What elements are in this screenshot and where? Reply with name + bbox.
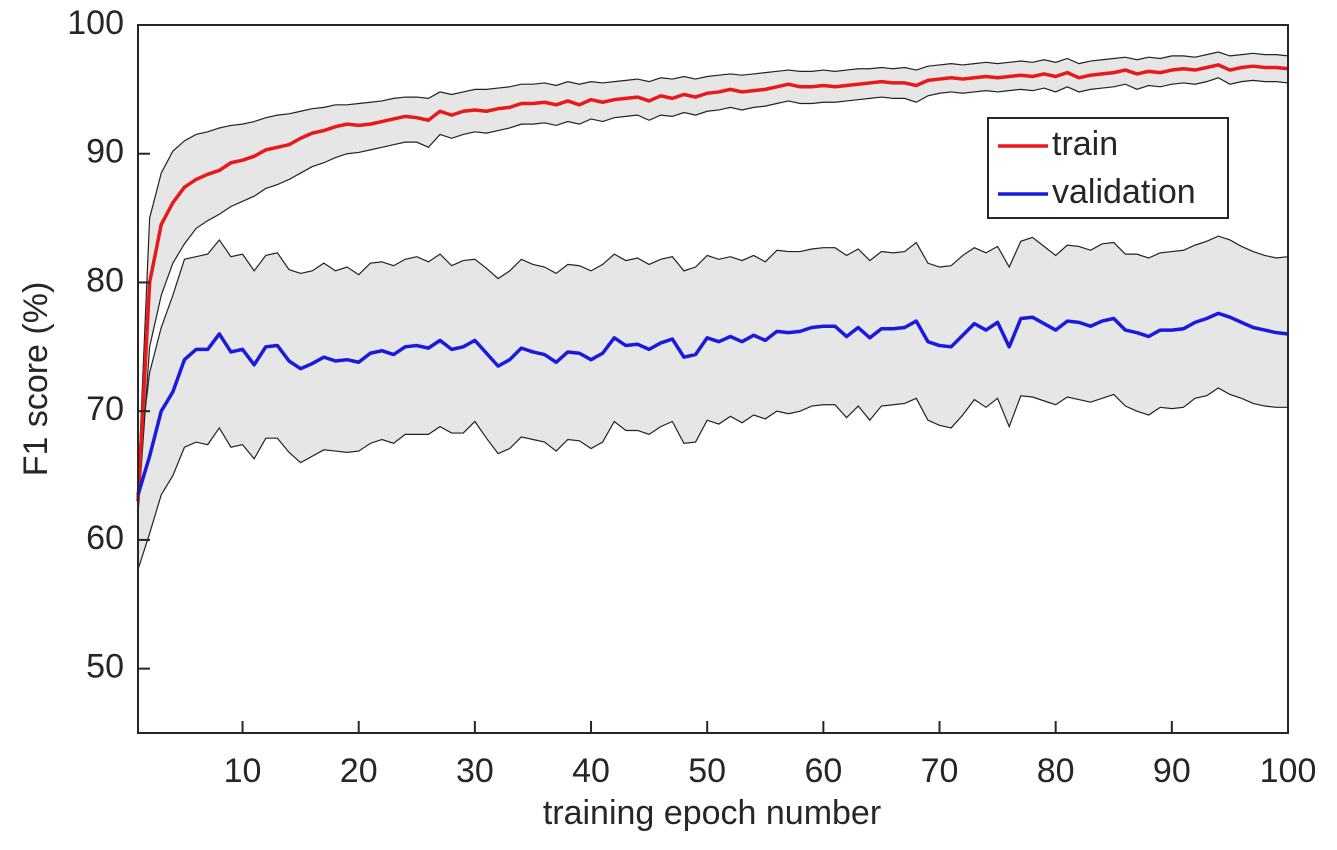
- x-tick-label: 50: [688, 752, 726, 790]
- legend-label: train: [1052, 125, 1118, 163]
- x-tick-label: 10: [224, 752, 262, 790]
- x-axis-label: training epoch number: [543, 794, 881, 832]
- band-edge: [137, 387, 1288, 570]
- legend-box: [987, 117, 1229, 219]
- y-tick-label: 100: [67, 4, 124, 42]
- band: [138, 236, 1288, 570]
- y-tick-label: 80: [86, 261, 124, 299]
- x-tick-label: 30: [456, 752, 494, 790]
- y-tick-label: 60: [86, 519, 124, 557]
- x-tick-label: 20: [340, 752, 378, 790]
- y-axis-label: F1 score (%): [17, 282, 55, 477]
- x-tick-label: 70: [921, 752, 959, 790]
- x-tick-label: 90: [1153, 752, 1191, 790]
- y-tick-label: 70: [86, 390, 124, 428]
- x-tick-label: 80: [1037, 752, 1075, 790]
- band-edge: [137, 51, 1289, 489]
- plot-frame: [137, 24, 1289, 734]
- y-tick-label: 50: [86, 648, 124, 686]
- x-tick-label: 40: [572, 752, 610, 790]
- x-tick-label: 60: [804, 752, 842, 790]
- x-tick-label: 100: [1260, 752, 1317, 790]
- band-edge: [137, 77, 1289, 515]
- legend-label: validation: [1052, 173, 1196, 211]
- band-edge: [137, 235, 1289, 470]
- y-tick-label: 90: [86, 133, 124, 171]
- series-line: [136, 63, 1289, 502]
- series-line: [136, 311, 1289, 496]
